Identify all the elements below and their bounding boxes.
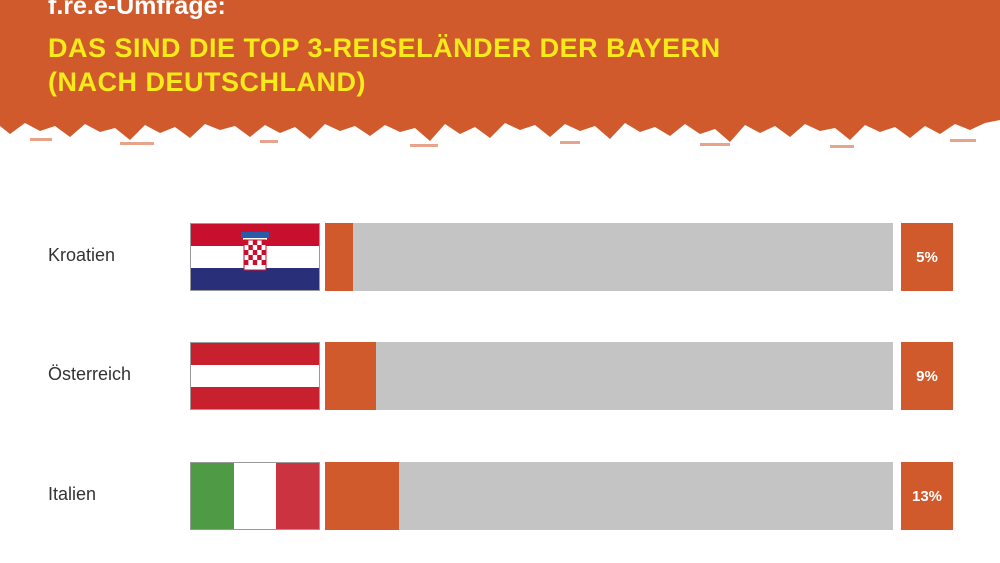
austria-flag-icon: [190, 342, 320, 410]
value-label: 9%: [901, 342, 953, 410]
page-title: DAS SIND DIE TOP 3-REISELÄNDER DER BAYER…: [48, 31, 721, 99]
value-label: 13%: [901, 462, 953, 530]
bar-track: [325, 223, 893, 291]
title-line-1: DAS SIND DIE TOP 3-REISELÄNDER DER BAYER…: [48, 33, 721, 63]
bar-fill: [325, 342, 377, 410]
bar-track: [325, 342, 893, 410]
chart-row-oesterreich: Österreich 9%: [0, 342, 1000, 410]
bar-track: [325, 462, 893, 530]
italy-flag-icon: [190, 462, 320, 530]
brush-stroke-background: [0, 0, 1000, 148]
value-label: 5%: [901, 223, 953, 291]
survey-kicker: f.re.e-Umfrage:: [48, 0, 226, 20]
croatia-flag-icon: [190, 223, 320, 291]
category-label: Italien: [48, 484, 97, 504]
title-line-2: (NACH DEUTSCHLAND): [48, 67, 366, 97]
header-banner: f.re.e-Umfrage: DAS SIND DIE TOP 3-REISE…: [0, 0, 1000, 165]
bar-fill: [325, 462, 399, 530]
chart-row-italien: Italien 13%: [0, 462, 1000, 530]
category-label: Österreich: [48, 364, 132, 384]
bar-fill: [325, 223, 354, 291]
chart-row-kroatien: Kroatien 5%: [0, 223, 1000, 291]
category-label: Kroatien: [48, 245, 116, 265]
